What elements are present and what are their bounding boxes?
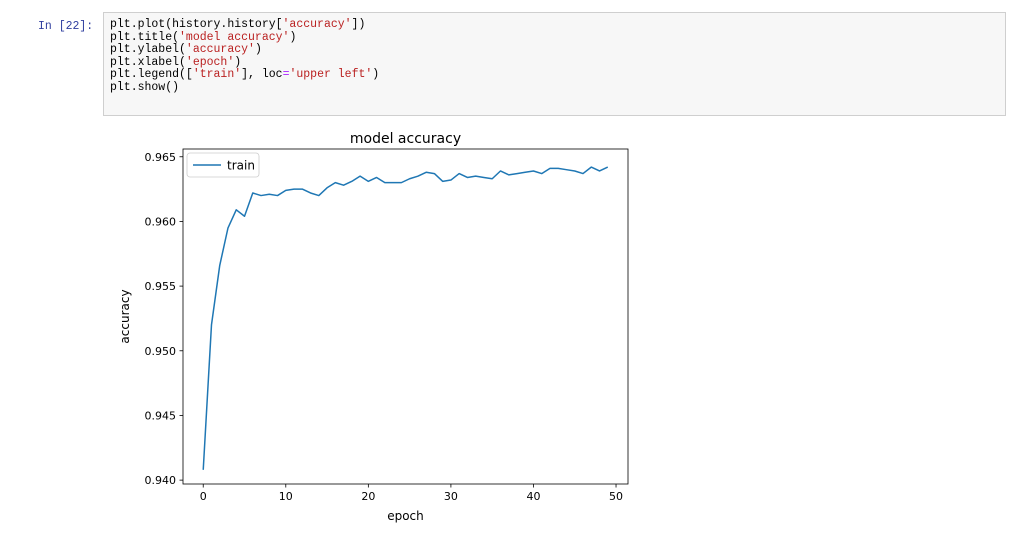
code-token: plt.title( xyxy=(110,31,179,44)
y-tick-label: 0.960 xyxy=(145,215,177,228)
accuracy-chart: 0.940 0.945 0.950 0.955 0.960 0.965 0 10 20 30 40… xyxy=(103,124,663,529)
y-tick-label: 0.965 xyxy=(145,151,177,164)
code-token: plt.ylabel( xyxy=(110,43,186,56)
cell-prompt: In [22]: xyxy=(38,20,93,33)
code-editor[interactable]: plt.plot(history.history['accuracy'])plt… xyxy=(110,19,379,95)
legend: train xyxy=(187,153,259,177)
x-tick-label: 10 xyxy=(279,490,293,503)
code-token: plt.show() xyxy=(110,81,179,94)
x-tick-label: 50 xyxy=(609,490,623,503)
code-token: plt.plot(history.history[ xyxy=(110,18,283,31)
code-token: ], loc xyxy=(241,68,282,81)
code-token: plt.xlabel( xyxy=(110,56,186,69)
y-tick-label: 0.945 xyxy=(145,409,177,422)
code-token: ) xyxy=(372,68,379,81)
x-tick-label: 20 xyxy=(361,490,375,503)
x-tick-label: 0 xyxy=(200,490,207,503)
code-token: ) xyxy=(234,56,241,69)
x-axis-label: epoch xyxy=(387,509,424,523)
code-token: 'accuracy' xyxy=(283,18,352,31)
code-token: plt.legend([ xyxy=(110,68,193,81)
y-tick-label: 0.940 xyxy=(145,474,177,487)
x-tick-label: 30 xyxy=(444,490,458,503)
legend-label-train: train xyxy=(227,159,255,173)
y-tick-label: 0.950 xyxy=(145,345,177,358)
x-tick-label: 40 xyxy=(526,490,540,503)
code-token: 'epoch' xyxy=(186,56,234,69)
code-token: 'train' xyxy=(193,68,241,81)
code-token: 'accuracy' xyxy=(186,43,255,56)
chart-title: model accuracy xyxy=(350,131,461,147)
code-line: plt.show() xyxy=(110,82,379,95)
cell-output: 0.940 0.945 0.950 0.955 0.960 0.965 0 10 20 30 40… xyxy=(103,124,663,529)
code-cell-input[interactable]: plt.plot(history.history['accuracy'])plt… xyxy=(103,12,1006,116)
code-token: ]) xyxy=(352,18,366,31)
y-axis-label: accuracy xyxy=(118,289,132,343)
y-tick-label: 0.955 xyxy=(145,280,177,293)
code-token: ) xyxy=(289,31,296,44)
code-token: ) xyxy=(255,43,262,56)
code-token: 'upper left' xyxy=(289,68,372,81)
code-token: 'model accuracy' xyxy=(179,31,289,44)
